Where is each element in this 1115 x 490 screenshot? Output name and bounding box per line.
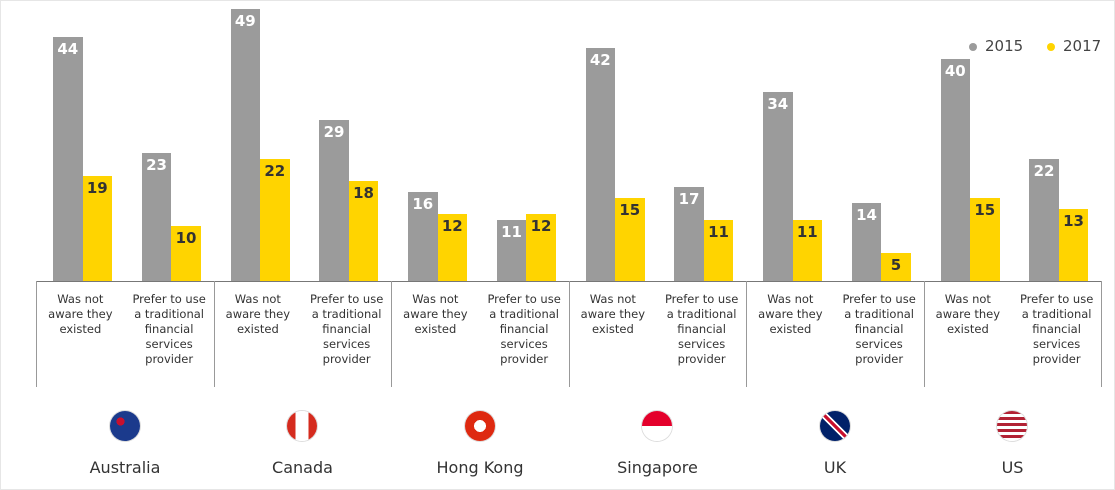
value-label: 11 <box>796 222 818 241</box>
category-label: Prefer to use a traditional financial se… <box>132 292 206 366</box>
bar <box>1029 158 1059 281</box>
value-label: 14 <box>856 206 877 225</box>
value-label: 18 <box>353 184 374 203</box>
bar <box>526 214 556 281</box>
flag-icon <box>109 411 140 441</box>
bar <box>53 36 83 281</box>
bar <box>496 219 527 281</box>
bar <box>141 153 172 281</box>
flag-icon <box>642 411 673 441</box>
category-label: Was not aware they existed <box>580 292 646 336</box>
value-label: 12 <box>530 217 552 236</box>
bar <box>970 197 1000 281</box>
legend-item: 2017 <box>1047 37 1101 55</box>
category-label: Was not aware they existed <box>48 292 113 336</box>
category-label: Was not aware they existed <box>935 292 1001 336</box>
category-label: Prefer to use a traditional financial se… <box>1019 292 1094 366</box>
value-label: 42 <box>589 50 611 69</box>
bar <box>408 192 438 281</box>
bar <box>940 59 970 281</box>
bar <box>674 186 704 281</box>
legend-item: 2015 <box>969 37 1023 55</box>
flag-icon <box>287 411 318 441</box>
bar <box>348 181 379 281</box>
value-label: 22 <box>264 161 286 180</box>
bar <box>763 92 793 281</box>
category-label: Prefer to use a traditional financial se… <box>309 292 384 366</box>
value-label: 11 <box>501 222 522 241</box>
value-label: 15 <box>974 200 996 219</box>
value-label: 40 <box>944 62 966 80</box>
bar <box>881 253 911 281</box>
value-label: 12 <box>441 217 463 236</box>
value-label: 29 <box>323 123 345 142</box>
group-label: US <box>1001 458 1024 477</box>
flag-icon <box>997 411 1028 441</box>
bar <box>585 47 615 281</box>
flag-icon <box>464 411 495 441</box>
group-label: Canada <box>272 458 333 477</box>
category-label: Prefer to use a traditional financial se… <box>487 292 561 366</box>
value-label: 49 <box>234 12 256 31</box>
value-label: 19 <box>86 178 108 197</box>
separator <box>923 281 925 387</box>
bar <box>703 219 734 281</box>
value-label: 5 <box>890 256 902 275</box>
separator <box>213 281 215 387</box>
category-label: Prefer to use a traditional financial se… <box>842 292 916 366</box>
legend-label: 2017 <box>1063 37 1102 55</box>
separator <box>568 281 570 387</box>
bar <box>260 158 290 281</box>
bar <box>171 225 201 281</box>
separator <box>36 281 37 387</box>
value-label: 13 <box>1063 211 1084 230</box>
category-label: Was not aware they existed <box>225 292 291 336</box>
legend-label: 2015 <box>985 37 1024 55</box>
legend-swatch <box>969 42 977 51</box>
legend-swatch <box>1047 42 1055 51</box>
bar <box>851 203 882 281</box>
bar <box>615 197 645 281</box>
bar <box>1058 208 1089 281</box>
bar <box>437 214 467 281</box>
bar <box>230 9 260 281</box>
value-label: 34 <box>767 95 789 114</box>
separator <box>1101 281 1102 387</box>
bar <box>319 120 349 281</box>
category-label: Prefer to use a traditional financial se… <box>664 292 739 366</box>
group-label: Australia <box>89 458 161 477</box>
separator <box>746 281 747 387</box>
separator <box>391 281 392 387</box>
category-label: Was not aware they existed <box>403 292 468 336</box>
group-label: Hong Kong <box>436 458 524 477</box>
value-label: 17 <box>678 189 700 208</box>
flag-icon <box>819 411 850 441</box>
group-label: Singapore <box>617 458 698 477</box>
value-label: 11 <box>708 222 729 241</box>
bar <box>792 219 822 281</box>
bar <box>82 175 112 281</box>
value-label: 22 <box>1033 161 1055 180</box>
category-label: Was not aware they existed <box>758 292 823 336</box>
value-label: 15 <box>619 200 641 219</box>
value-label: 23 <box>146 156 167 175</box>
group-label: UK <box>823 458 847 477</box>
value-label: 16 <box>412 195 434 214</box>
value-label: 44 <box>57 39 79 58</box>
value-label: 10 <box>175 228 197 247</box>
